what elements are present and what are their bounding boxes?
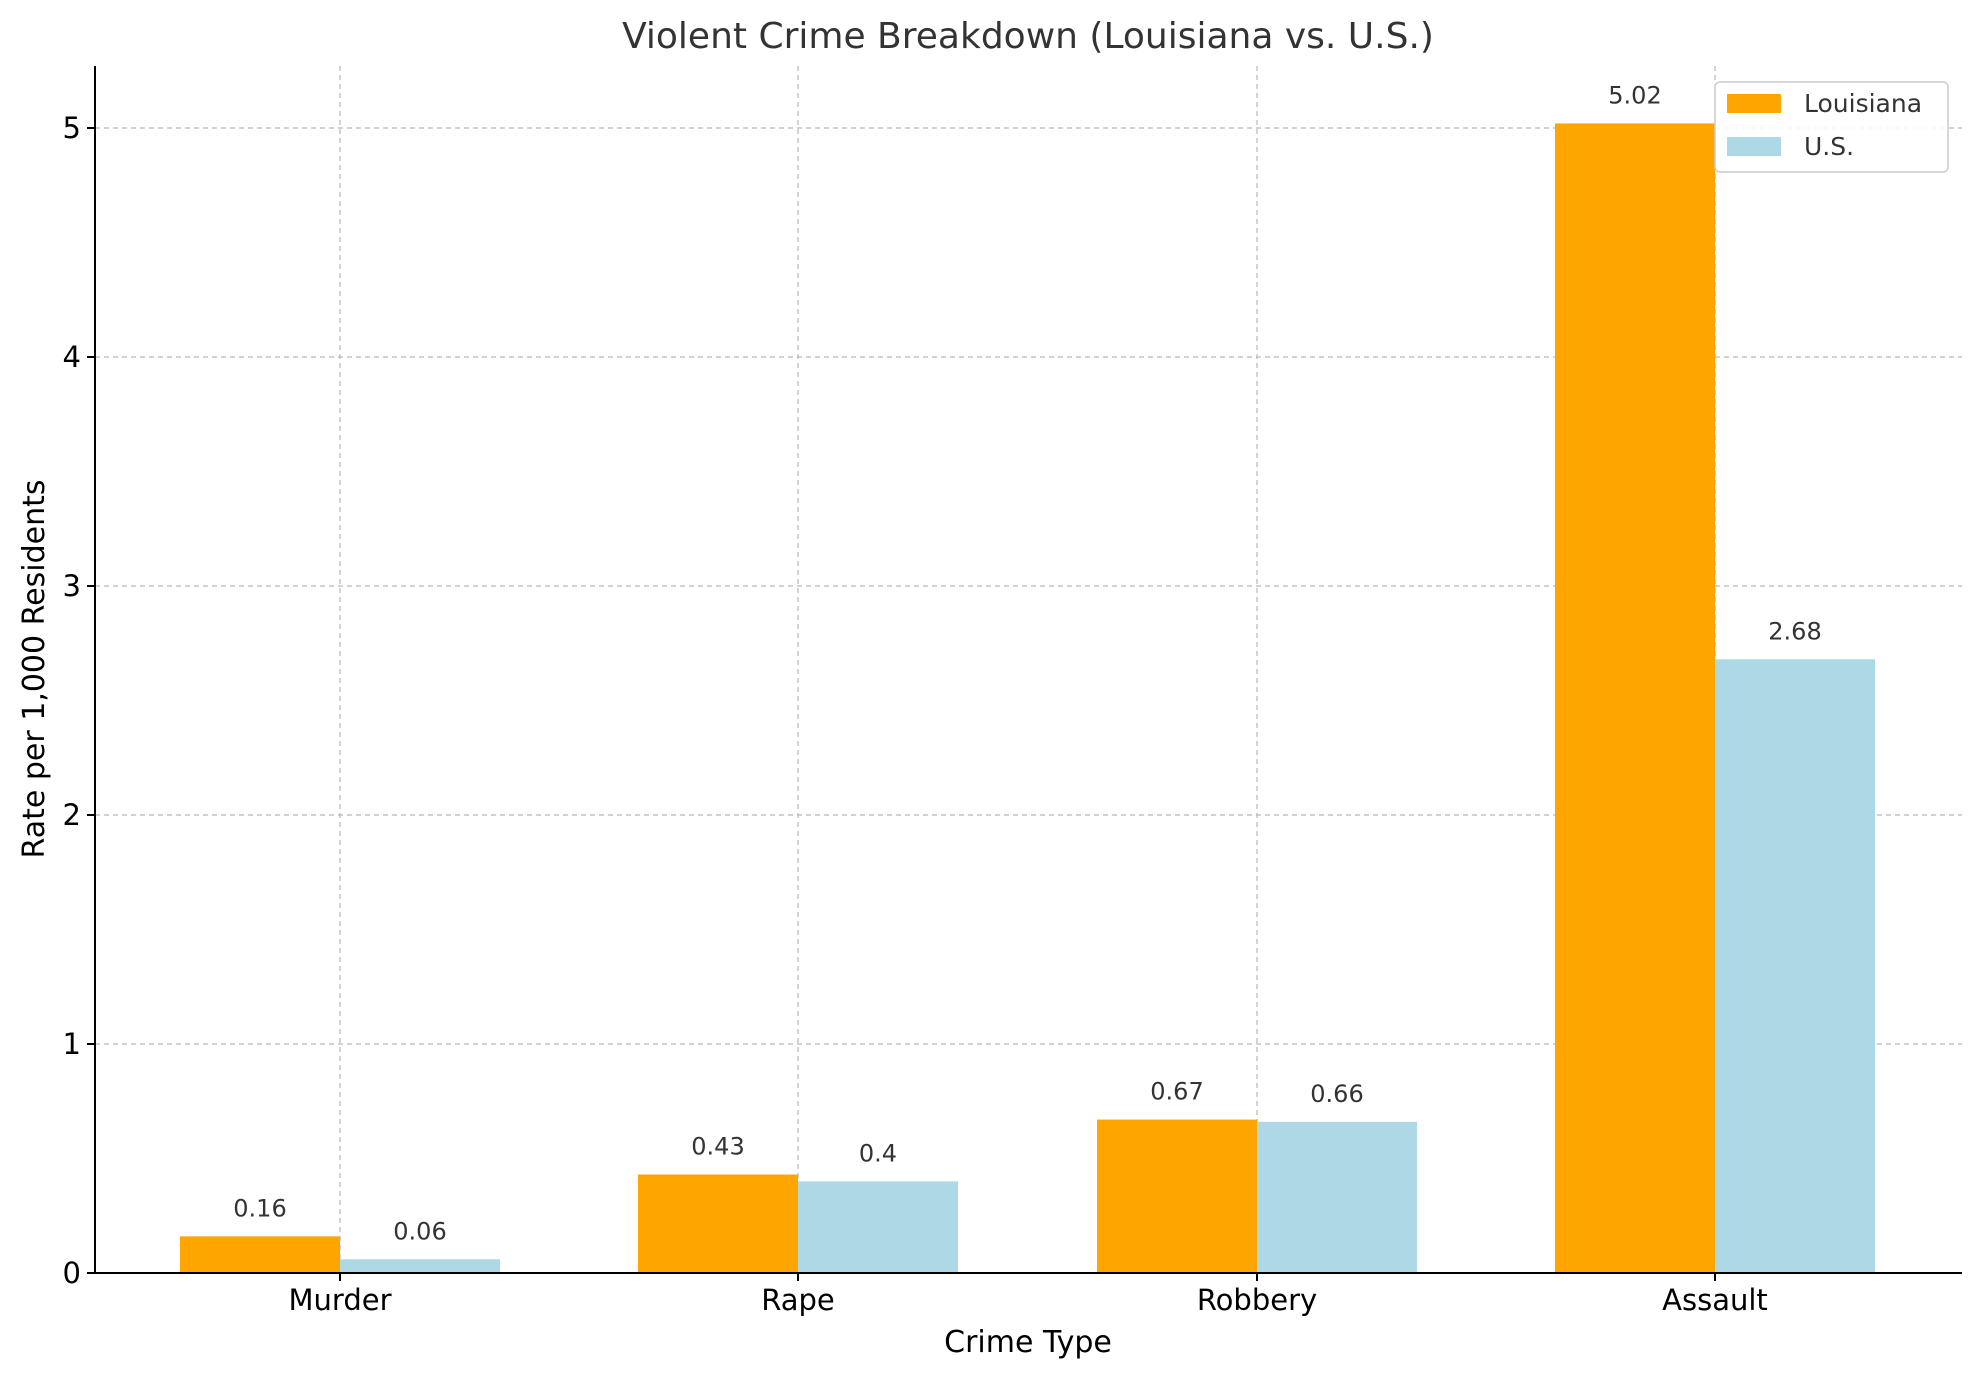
- legend-swatch-louisiana: [1727, 94, 1781, 113]
- data-label-louisiana-robbery: 0.67: [1150, 1078, 1203, 1106]
- data-label-us-robbery: 0.66: [1310, 1080, 1363, 1108]
- y-tick-label-0: 0: [63, 1256, 81, 1290]
- y-axis-ticks: 0 1 2 3 4 5: [63, 111, 95, 1290]
- x-tick-label-murder: Murder: [289, 1283, 392, 1317]
- x-axis-label: Crime Type: [944, 1325, 1112, 1360]
- bar-louisiana-murder: [180, 1236, 340, 1273]
- y-tick-label-4: 4: [63, 340, 81, 374]
- data-label-us-rape: 0.4: [859, 1139, 897, 1167]
- bars: [180, 123, 1875, 1273]
- y-axis-label: Rate per 1,000 Residents: [17, 480, 52, 859]
- y-tick-label-1: 1: [63, 1027, 81, 1061]
- data-label-us-assault: 2.68: [1768, 617, 1821, 645]
- bar-louisiana-assault: [1555, 123, 1715, 1273]
- legend: Louisiana U.S.: [1714, 81, 1949, 173]
- data-label-us-murder: 0.06: [393, 1217, 446, 1245]
- y-tick-label-2: 2: [63, 798, 81, 832]
- data-label-louisiana-rape: 0.43: [691, 1133, 744, 1161]
- x-tick-label-assault: Assault: [1662, 1283, 1768, 1317]
- data-label-louisiana-assault: 5.02: [1608, 81, 1661, 109]
- bar-us-murder: [340, 1259, 500, 1273]
- bar-louisiana-rape: [638, 1174, 798, 1273]
- bar-us-assault: [1715, 659, 1875, 1273]
- y-tick-label-3: 3: [63, 569, 81, 603]
- data-label-louisiana-murder: 0.16: [233, 1194, 286, 1222]
- y-tick-label-5: 5: [63, 111, 81, 145]
- legend-swatch-us: [1727, 137, 1781, 156]
- x-tick-label-robbery: Robbery: [1197, 1283, 1317, 1317]
- bar-us-rape: [798, 1181, 958, 1273]
- legend-label-louisiana: Louisiana: [1804, 89, 1922, 118]
- x-axis-ticks: Murder Rape Robbery Assault: [289, 1273, 1768, 1317]
- bar-louisiana-robbery: [1097, 1119, 1257, 1273]
- bar-us-robbery: [1257, 1121, 1417, 1273]
- data-labels: 0.16 0.43 0.67 5.02 0.06 0.4 0.66 2.68: [233, 81, 1821, 1245]
- legend-label-us: U.S.: [1804, 132, 1854, 161]
- x-tick-label-rape: Rape: [761, 1283, 835, 1317]
- chart-title: Violent Crime Breakdown (Louisiana vs. U…: [622, 16, 1434, 57]
